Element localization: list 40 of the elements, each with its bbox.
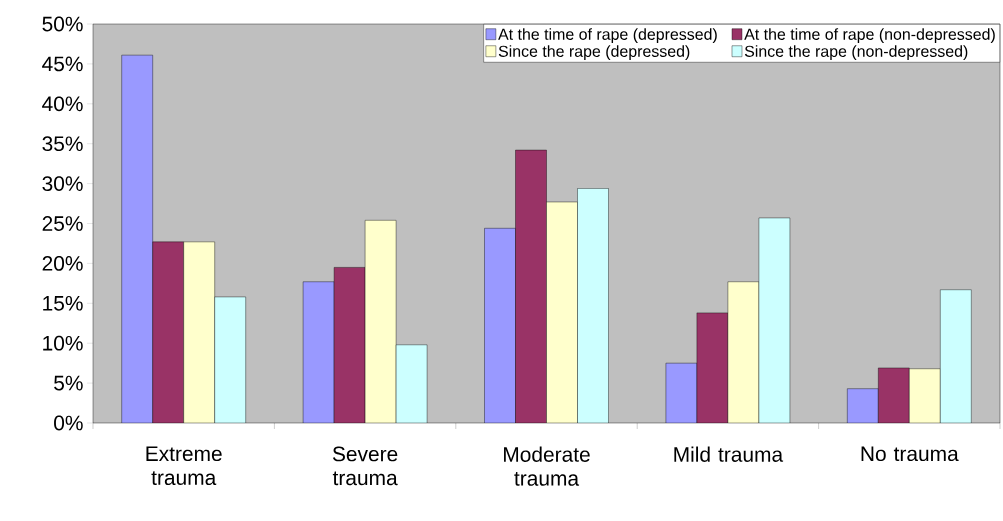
legend-label: Since the rape (depressed)	[498, 45, 690, 61]
y-tick-label: 15%	[43, 295, 83, 311]
x-tick-label: Severe trauma	[332, 446, 398, 486]
bar	[727, 281, 760, 423]
bar	[665, 362, 698, 423]
bar	[396, 344, 428, 423]
x-tick-label: No trauma	[861, 446, 959, 462]
x-tick-label: Moderate trauma	[504, 446, 590, 486]
x-tick-label: Mild trauma	[674, 446, 784, 462]
bar	[909, 368, 941, 423]
legend-label: At the time of rape (non-depressed)	[744, 28, 995, 44]
bar	[484, 228, 516, 423]
bar	[515, 149, 547, 423]
y-tick-label: 0%	[54, 415, 83, 431]
bar	[546, 201, 578, 423]
y-tick-label: 45%	[42, 56, 83, 72]
bar	[696, 312, 729, 423]
y-tick-label: 30%	[42, 176, 83, 192]
y-tick-label: 10%	[43, 335, 83, 351]
bar	[577, 188, 609, 423]
bar	[183, 241, 215, 423]
y-tick-label: 20%	[42, 255, 83, 271]
y-tick-label: 5%	[54, 375, 83, 391]
bar	[303, 281, 335, 423]
y-tick-label: 40%	[42, 96, 83, 112]
x-tick-label: Extreme trauma	[146, 446, 222, 486]
bar	[214, 296, 246, 423]
legend-label: At the time of rape (depressed)	[498, 28, 717, 44]
bar	[365, 220, 397, 423]
bar	[847, 388, 879, 423]
y-tick-label: 50%	[42, 16, 83, 32]
bar	[152, 241, 184, 423]
bar	[121, 54, 153, 423]
legend-label: Since the rape (non-depressed)	[744, 45, 968, 61]
bar	[758, 217, 791, 423]
y-tick-label: 25%	[42, 216, 83, 231]
bar	[878, 367, 910, 423]
y-tick-label: 35%	[42, 136, 83, 152]
bar	[334, 267, 366, 423]
bar	[940, 289, 972, 423]
